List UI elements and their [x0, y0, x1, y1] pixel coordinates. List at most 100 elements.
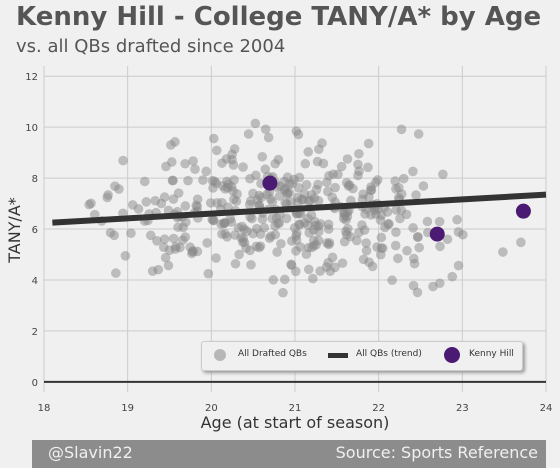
scatter-point	[322, 177, 332, 188]
scatter-point	[259, 222, 270, 233]
scatter-point	[418, 181, 429, 191]
scatter-point	[244, 199, 255, 210]
scatter-point	[268, 275, 279, 285]
scatter-point	[411, 190, 421, 200]
scatter-point	[414, 242, 424, 253]
scatter-point	[323, 239, 334, 250]
y-axis-label: TANY/A*	[5, 197, 24, 264]
scatter-point	[303, 147, 314, 157]
x-tick-label: 20	[205, 403, 218, 414]
scatter-point	[203, 268, 214, 279]
scatter-point	[89, 209, 100, 220]
y-tick-label: 2	[32, 327, 38, 338]
scatter-point	[217, 181, 228, 191]
scatter-point	[314, 226, 324, 237]
scatter-point	[408, 280, 419, 291]
scatter-point	[273, 218, 283, 229]
footer-credit: @Slavin22	[48, 443, 133, 462]
x-tick-label: 23	[456, 403, 469, 414]
scatter-point	[245, 245, 255, 256]
scatter-point	[359, 225, 370, 235]
legend-marker-all-qbs	[214, 349, 226, 361]
scatter-point	[295, 242, 305, 252]
scatter-point	[274, 191, 285, 201]
trend-line	[52, 191, 547, 226]
scatter-point	[254, 242, 264, 253]
chart-title: Kenny Hill - College TANY/A* by Age	[16, 2, 542, 32]
trend-line-path	[52, 191, 547, 226]
scatter-point	[229, 175, 239, 185]
scatter-point	[211, 145, 222, 156]
scatter-point	[339, 207, 350, 218]
scatter-point	[299, 189, 310, 199]
footer-source: Source: Sports Reference	[335, 443, 538, 462]
scatter-point	[211, 253, 221, 263]
scatter-point	[245, 173, 255, 184]
scatter-point	[192, 201, 203, 212]
scatter-point	[139, 176, 150, 187]
scatter-point	[343, 181, 354, 191]
scatter-point	[133, 204, 144, 214]
legend-label-trend: All QBs (trend)	[356, 349, 422, 359]
scatter-point	[402, 245, 412, 256]
scatter-point	[391, 227, 401, 238]
kenny-hill-point	[515, 203, 531, 219]
scatter-point	[166, 140, 176, 150]
chart-legend: All Drafted QBs All QBs (trend) Kenny Hi…	[201, 341, 523, 371]
scatter-point	[141, 197, 152, 207]
scatter-point	[308, 273, 318, 284]
scatter-point	[279, 274, 290, 285]
scatter-point	[263, 132, 274, 143]
scatter-point	[177, 235, 188, 245]
scatter-point	[159, 192, 170, 202]
scatter-point	[396, 189, 407, 199]
scatter-point	[442, 234, 453, 245]
x-tick-label: 19	[121, 403, 134, 414]
scatter-point	[126, 228, 136, 238]
y-tick-label: 10	[25, 123, 38, 134]
x-tick-label: 22	[372, 403, 385, 414]
scatter-point	[251, 223, 262, 234]
scatter-point	[239, 237, 250, 248]
legend-marker-kenny-hill	[444, 347, 460, 363]
scatter-point	[163, 260, 174, 271]
scatter-point	[300, 158, 311, 169]
scatter-point	[353, 159, 363, 170]
scatter-point	[393, 253, 403, 264]
scatter-point	[208, 183, 218, 193]
y-tick-label: 8	[32, 174, 38, 185]
scatter-point	[354, 148, 364, 159]
scatter-point	[219, 218, 230, 229]
grid	[43, 66, 547, 392]
y-tick-label: 12	[25, 72, 38, 83]
scatter-point	[342, 154, 353, 164]
scatter-point	[109, 230, 120, 241]
scatter-point	[227, 154, 237, 165]
scatter-point	[243, 129, 254, 139]
scatter-point	[145, 230, 156, 241]
scatter-point	[313, 235, 324, 246]
scatter-point	[294, 172, 305, 183]
scatter-point	[328, 169, 338, 180]
scatter-point	[395, 213, 405, 224]
scatter-point	[313, 179, 323, 190]
scatter-point	[375, 215, 386, 225]
scatter-point	[323, 186, 333, 197]
legend-label-all-qbs: All Drafted QBs	[238, 349, 307, 359]
scatter-point	[366, 185, 377, 195]
scatter-point	[192, 194, 203, 205]
scatter-point	[303, 213, 313, 224]
x-axis-label: Age (at start of season)	[201, 413, 390, 432]
scatter-point	[361, 245, 372, 256]
scatter-point	[363, 162, 373, 173]
scatter-point	[246, 259, 256, 270]
scatter-point	[103, 190, 113, 200]
scatter-point	[84, 199, 94, 210]
scatter-point	[205, 198, 216, 208]
scatter-point	[317, 138, 327, 148]
scatter-point	[264, 233, 275, 244]
kenny-hill-point	[262, 175, 278, 191]
kenny-hill-points	[262, 175, 531, 242]
scatter-point	[301, 249, 312, 259]
